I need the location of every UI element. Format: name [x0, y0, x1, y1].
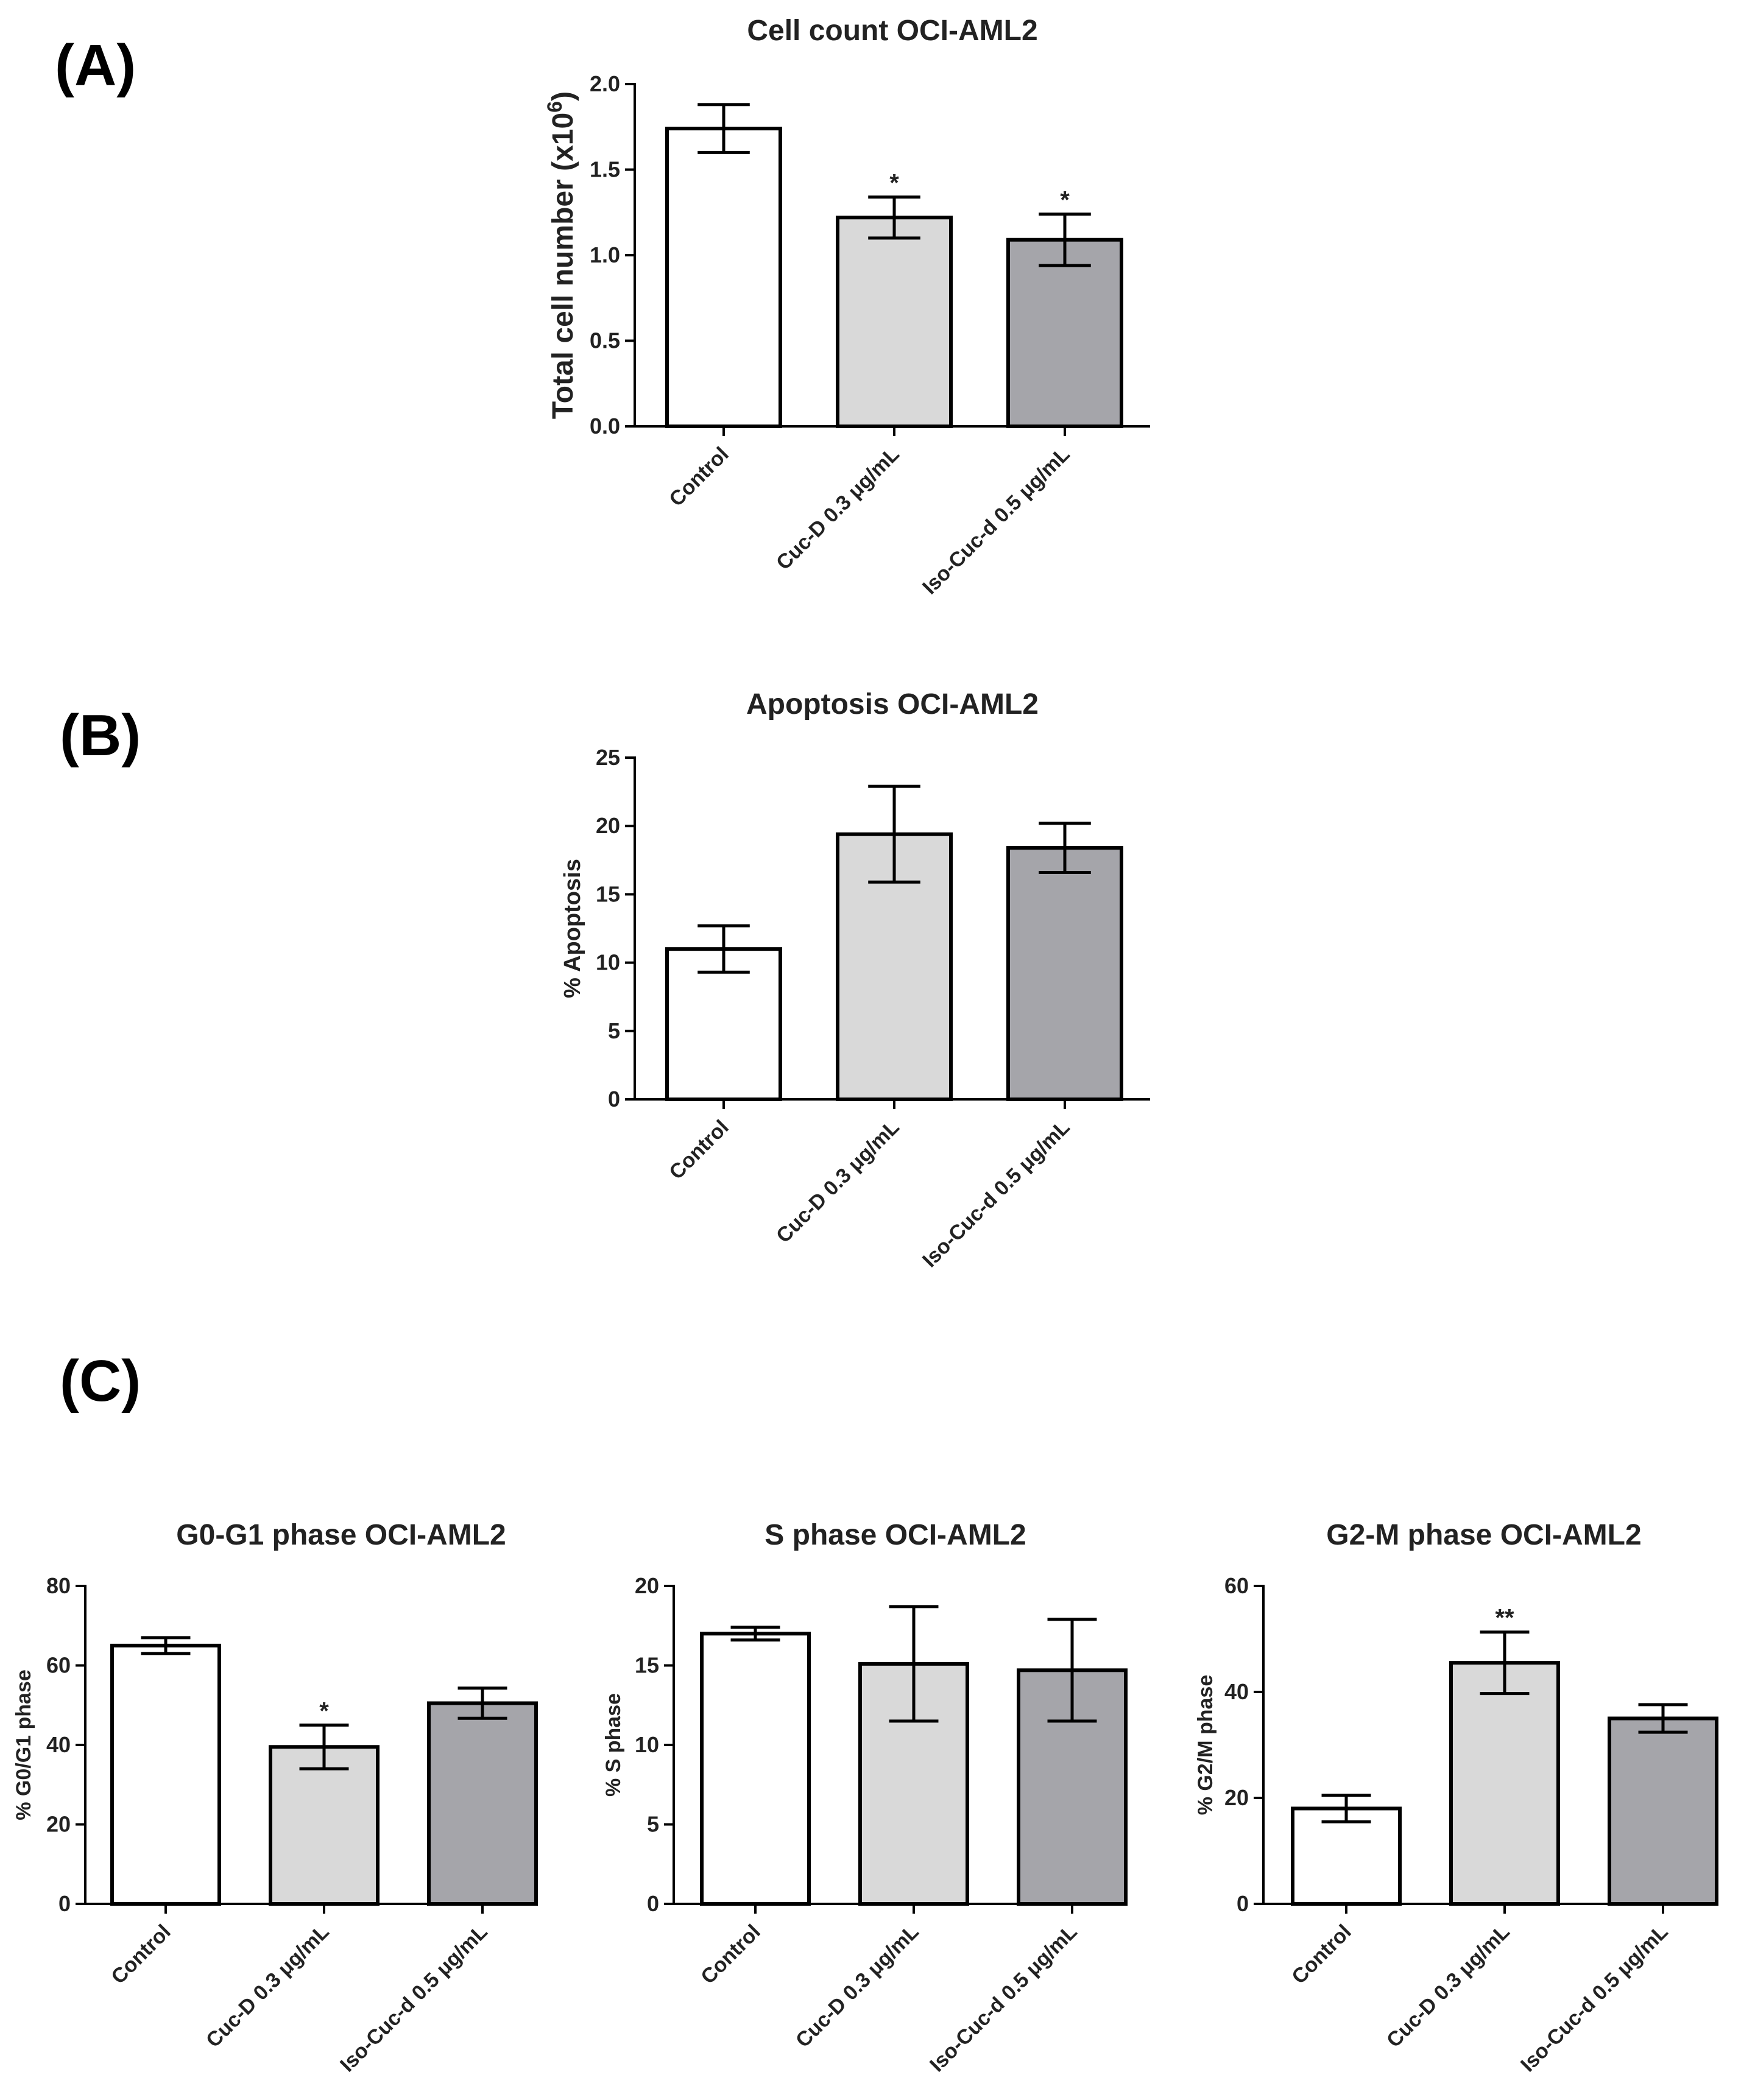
chart-3: G0-G1 phase OCI-AML2 % G0/G1 phase 0 20 40 60…: [12, 1519, 538, 2077]
y-tick-label: 25: [596, 745, 620, 770]
y-tick-label: 2.0: [590, 71, 620, 96]
y-axis-label: % G0/G1 phase: [12, 1669, 35, 1820]
y-tick-label: 10: [635, 1732, 659, 1757]
panel-label-c: (C): [60, 1348, 141, 1414]
significance-marker: *: [319, 1697, 329, 1724]
chart-title: G0-G1 phase OCI-AML2: [176, 1519, 506, 1551]
category-label: Control: [665, 443, 733, 511]
bar-1: [110, 1643, 221, 1906]
y-tick-label: 60: [1224, 1573, 1249, 1598]
category-label: Control: [696, 1920, 765, 1989]
y-tick-label: 0: [608, 1087, 620, 1112]
y-tick-label: 5: [647, 1812, 659, 1837]
bar-1: [700, 1632, 811, 1906]
y-tick-label: 0.5: [590, 328, 620, 353]
chart-5: G2-M phase OCI-AML2 % G2/M phase 0 20 40 60 Co…: [1194, 1519, 1718, 2076]
chart-2: Apoptosis OCI-AML2 % Apoptosis 0 5 10 15 20 25 C…: [560, 688, 1150, 1272]
chart-title: G2-M phase OCI-AML2: [1326, 1519, 1641, 1551]
y-tick-label: 10: [596, 950, 620, 975]
chart-4: S phase OCI-AML2 % S phase 0 5 10 15 20 Control…: [602, 1519, 1128, 2077]
bar-1: [665, 127, 782, 428]
category-label: Iso-Cuc-d 0.5 μg/mL: [1516, 1920, 1673, 2077]
y-tick-label: 0: [1237, 1891, 1249, 1916]
y-tick-label: 20: [1224, 1785, 1249, 1810]
significance-marker: *: [889, 169, 899, 196]
chart-1: Cell count OCI-AML2 Total cell number (x1…: [543, 15, 1150, 599]
category-label: Cuc-D 0.3 μg/mL: [772, 1116, 904, 1248]
y-axis-label: % G2/M phase: [1194, 1675, 1217, 1816]
y-tick-label: 20: [596, 813, 620, 838]
category-label: Control: [1287, 1920, 1355, 1989]
category-label: Cuc-D 0.3 μg/mL: [772, 443, 904, 575]
category-label: Iso-Cuc-d 0.5 μg/mL: [336, 1920, 492, 2077]
y-tick-label: 15: [635, 1653, 659, 1678]
chart-title: S phase OCI-AML2: [765, 1519, 1026, 1551]
bar-3: [427, 1701, 538, 1906]
chart-title: Apoptosis OCI-AML2: [746, 688, 1039, 721]
bar-3: [1006, 846, 1123, 1101]
y-tick-label: 60: [46, 1653, 71, 1678]
y-tick-label: 5: [608, 1018, 620, 1043]
bar-2: [269, 1745, 380, 1906]
significance-marker: *: [1060, 187, 1070, 214]
category-label: Cuc-D 0.3 μg/mL: [202, 1920, 334, 2052]
y-tick-label: 15: [596, 881, 620, 906]
category-label: Control: [107, 1920, 175, 1989]
y-axis-label: % S phase: [602, 1693, 625, 1797]
significance-marker: **: [1495, 1605, 1514, 1632]
y-tick-label: 40: [1224, 1679, 1249, 1704]
panel-label-b: (B): [60, 703, 141, 768]
chart-title: Cell count OCI-AML2: [747, 15, 1037, 47]
category-label: Control: [665, 1116, 733, 1184]
category-label: Cuc-D 0.3 μg/mL: [1382, 1920, 1514, 2052]
y-tick-label: 0.0: [590, 414, 620, 439]
y-tick-label: 20: [46, 1812, 71, 1837]
y-tick-label: 1.0: [590, 242, 620, 267]
y-tick-label: 40: [46, 1732, 71, 1757]
category-label: Iso-Cuc-d 0.5 μg/mL: [918, 1116, 1075, 1272]
y-axis-label: % Apoptosis: [560, 859, 585, 998]
category-label: Iso-Cuc-d 0.5 μg/mL: [918, 443, 1075, 599]
y-tick-label: 80: [46, 1573, 71, 1598]
y-axis-label: Total cell number (x106): [543, 91, 579, 419]
y-tick-label: 1.5: [590, 157, 620, 182]
y-tick-label: 0: [647, 1891, 659, 1916]
bar-2: [836, 216, 953, 428]
bar-2: [1449, 1661, 1560, 1906]
y-tick-label: 0: [58, 1891, 71, 1916]
y-tick-label: 20: [635, 1573, 659, 1598]
panel-label-a: (A): [55, 33, 136, 98]
category-label: Cuc-D 0.3 μg/mL: [791, 1920, 923, 2052]
bar-3: [1006, 238, 1123, 428]
bar-1: [665, 947, 782, 1102]
category-label: Iso-Cuc-d 0.5 μg/mL: [925, 1920, 1082, 2077]
charts-group: Cell count OCI-AML2 Total cell number (x1…: [12, 15, 1718, 2076]
bar-3: [1608, 1716, 1718, 1906]
